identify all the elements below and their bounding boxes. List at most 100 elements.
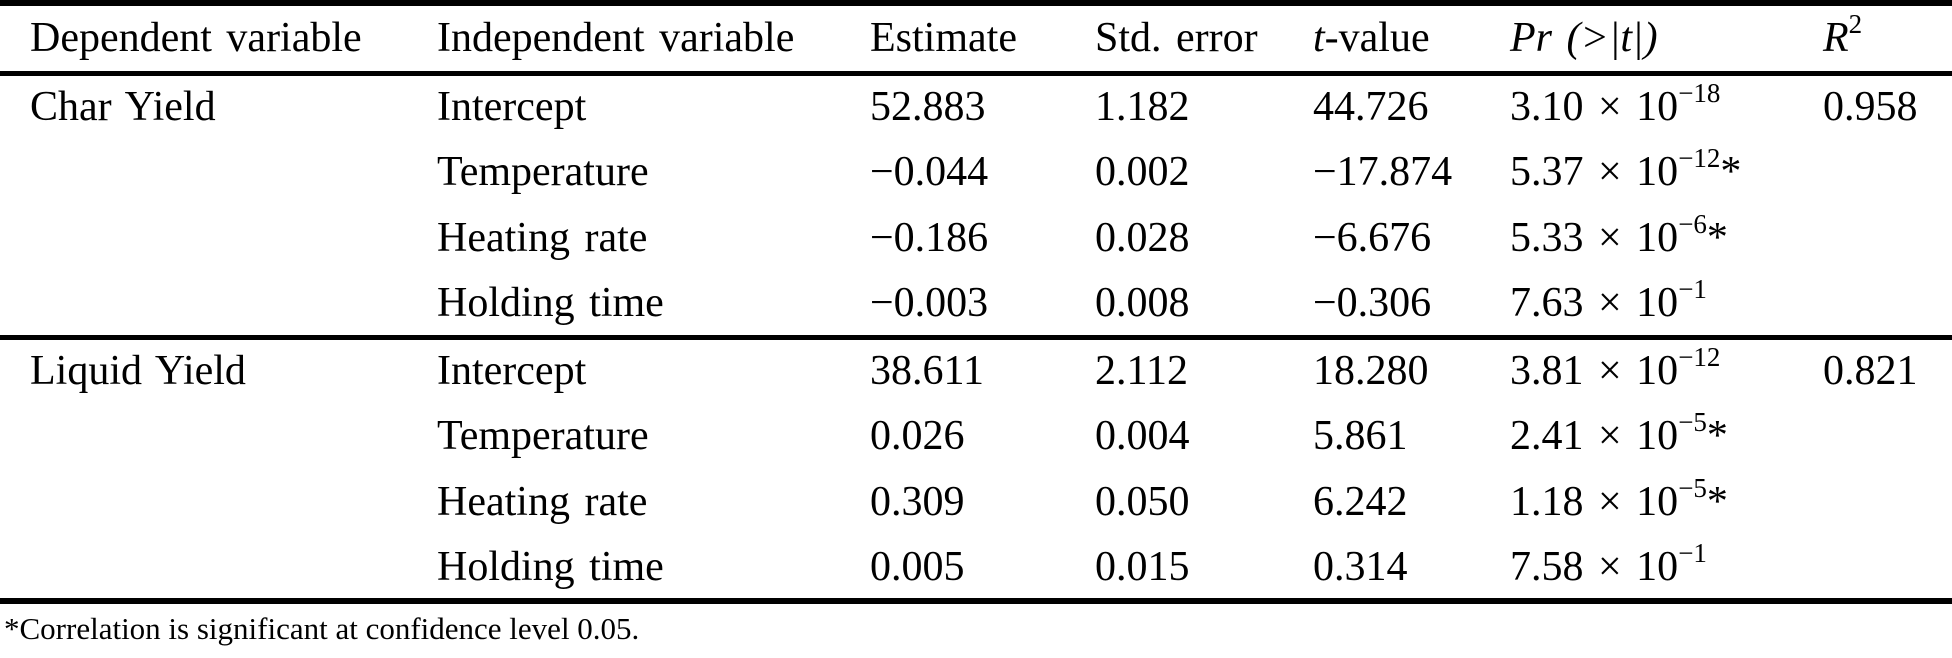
r-squared-italic-part: R (1823, 15, 1849, 62)
pr-mantissa: 7.63 × 10 (1510, 279, 1679, 326)
table-row: Heating rate 0.309 0.050 6.242 1.18 × 10… (0, 469, 1952, 535)
t-value-italic-part: t (1313, 15, 1325, 62)
regression-results-table: Dependent variable Independent variable … (0, 0, 1952, 604)
r-squared-exponent: 2 (1848, 9, 1863, 40)
dependent-variable-cell (0, 205, 437, 271)
std-error-cell: 0.015 (1095, 535, 1313, 604)
pr-mantissa: 3.10 × 10 (1510, 84, 1679, 131)
table-row: Temperature −0.044 0.002 −17.874 5.37 × … (0, 139, 1952, 205)
independent-variable-cell: Intercept (437, 84, 587, 131)
pr-cell: 1.18 × 10−5* (1510, 469, 1823, 535)
std-error-cell: 0.004 (1095, 413, 1190, 459)
pr-exponent: −1 (1678, 273, 1707, 304)
estimate-cell: 0.309 (870, 479, 965, 525)
pr-label: Pr (>|t|) (1510, 15, 1658, 62)
std-error-cell: 2.112 (1095, 348, 1188, 395)
dependent-variable-cell (0, 403, 437, 469)
table-row: Holding time 0.005 0.015 0.314 7.58 × 10… (0, 535, 1952, 604)
independent-variable-cell: Heating rate (437, 479, 648, 525)
estimate-cell: −0.044 (870, 149, 989, 195)
t-value-cell: 44.726 (1313, 84, 1429, 131)
pr-mantissa: 1.18 × 10 (1510, 479, 1679, 525)
estimate-cell: 38.611 (870, 348, 984, 395)
dependent-variable-cell (0, 535, 437, 604)
table-body: Char Yield Intercept 52.883 1.182 44.726… (0, 73, 1952, 604)
header-std-error: Std. error (1095, 3, 1313, 76)
header-row: Dependent variable Independent variable … (0, 3, 1952, 76)
t-value-cell: −0.306 (1313, 271, 1510, 340)
pr-mantissa: 5.33 × 10 (1510, 215, 1679, 261)
estimate-cell: −0.186 (870, 215, 989, 261)
independent-variable-cell: Holding time (437, 535, 870, 604)
pr-exponent: −6 (1678, 209, 1707, 239)
independent-variable-cell: Temperature (437, 413, 649, 459)
pr-cell: 7.58 × 10−1 (1510, 535, 1823, 604)
std-error-cell: 0.050 (1095, 479, 1190, 525)
pr-exponent: −5 (1678, 407, 1707, 437)
r-squared-cell (1823, 535, 1952, 604)
header-t-value: t-value (1313, 3, 1510, 76)
header-independent-variable: Independent variable (437, 3, 870, 76)
significance-footnote: *Correlation is significant at confidenc… (4, 611, 640, 646)
pr-mantissa: 5.37 × 10 (1510, 149, 1679, 195)
table-row: Holding time −0.003 0.008 −0.306 7.63 × … (0, 271, 1952, 340)
t-value-cell: −17.874 (1313, 149, 1453, 195)
independent-variable-cell: Heating rate (437, 215, 648, 261)
t-value-cell: 0.314 (1313, 535, 1510, 604)
header-pr: Pr (>|t|) (1510, 3, 1823, 76)
estimate-cell: 0.005 (870, 535, 1095, 604)
pr-mantissa: 7.58 × 10 (1510, 543, 1679, 590)
table-row: Liquid Yield Intercept 38.611 2.112 18.2… (0, 337, 1952, 403)
pr-cell: 3.81 × 10−12 (1510, 337, 1823, 403)
pr-exponent: −12 (1678, 342, 1721, 373)
t-value-cell: 6.242 (1313, 479, 1408, 525)
r-squared-cell: 0.821 (1823, 348, 1918, 395)
t-value-cell: −6.676 (1313, 215, 1432, 261)
independent-variable-cell: Intercept (437, 348, 587, 395)
significance-star: * (1720, 149, 1742, 195)
independent-variable-cell: Temperature (437, 149, 649, 195)
dependent-variable-cell (0, 271, 437, 340)
header-r-squared: R2 (1823, 3, 1952, 76)
std-error-cell: 1.182 (1095, 84, 1190, 131)
r-squared-cell (1823, 205, 1952, 271)
significance-star: * (1706, 479, 1728, 525)
significance-star: * (1706, 413, 1728, 459)
std-error-cell: 0.002 (1095, 149, 1190, 195)
r-squared-cell (1823, 469, 1952, 535)
dependent-variable-cell: Liquid Yield (30, 348, 246, 395)
pr-cell: 5.33 × 10−6* (1510, 205, 1823, 271)
header-dependent-variable: Dependent variable (0, 3, 437, 76)
pr-mantissa: 3.81 × 10 (1510, 348, 1679, 395)
pr-exponent: −1 (1678, 537, 1707, 568)
r-squared-cell (1823, 271, 1952, 340)
table-row: Heating rate −0.186 0.028 −6.676 5.33 × … (0, 205, 1952, 271)
pr-cell: 2.41 × 10−5* (1510, 403, 1823, 469)
dependent-variable-cell (0, 469, 437, 535)
pr-cell: 3.10 × 10−18 (1510, 73, 1823, 139)
t-value-rest-part: -value (1324, 15, 1430, 62)
r-squared-cell (1823, 403, 1952, 469)
estimate-cell: 0.026 (870, 413, 965, 459)
dependent-variable-cell (0, 139, 437, 205)
pr-cell: 7.63 × 10−1 (1510, 271, 1823, 340)
std-error-cell: 0.028 (1095, 215, 1190, 261)
table-header: Dependent variable Independent variable … (0, 3, 1952, 76)
significance-star: * (1706, 215, 1728, 261)
dependent-variable-cell: Char Yield (30, 84, 216, 131)
r-squared-cell (1823, 139, 1952, 205)
std-error-cell: 0.008 (1095, 271, 1313, 340)
pr-exponent: −18 (1678, 78, 1721, 109)
r-squared-cell: 0.958 (1823, 84, 1918, 131)
independent-variable-cell: Holding time (437, 271, 870, 340)
t-value-cell: 5.861 (1313, 413, 1408, 459)
t-value-cell: 18.280 (1313, 348, 1429, 395)
estimate-cell: −0.003 (870, 271, 1095, 340)
table-row: Temperature 0.026 0.004 5.861 2.41 × 10−… (0, 403, 1952, 469)
table-row: Char Yield Intercept 52.883 1.182 44.726… (0, 73, 1952, 139)
pr-cell: 5.37 × 10−12* (1510, 139, 1823, 205)
estimate-cell: 52.883 (870, 84, 986, 131)
pr-exponent: −5 (1678, 473, 1707, 503)
pr-exponent: −12 (1678, 143, 1721, 173)
